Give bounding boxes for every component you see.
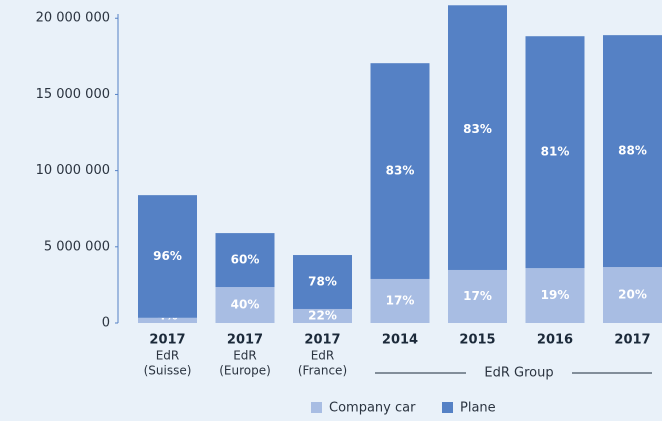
- x-sublabel: (France): [298, 364, 347, 378]
- legend-label: Company car: [329, 401, 416, 416]
- x-tick-label: 2017: [149, 333, 185, 348]
- group-label: EdR Group: [484, 366, 553, 381]
- x-tick-label: 2016: [537, 333, 573, 348]
- bar-segment: [525, 268, 585, 323]
- share-label: 22%: [308, 309, 337, 323]
- bar-segment: [448, 269, 507, 323]
- x-sublabel: EdR: [233, 349, 257, 363]
- bar-segment: [370, 63, 430, 279]
- x-sublabel: (Europe): [219, 364, 271, 378]
- bar-segment: [603, 35, 662, 268]
- y-tick-label: 10 000 000: [36, 163, 110, 178]
- y-tick-label: 0: [102, 316, 110, 331]
- x-sublabel: EdR: [156, 349, 180, 363]
- share-label: 96%: [153, 249, 182, 263]
- x-tick-label: 2017: [614, 333, 650, 348]
- share-label: 81%: [541, 145, 570, 159]
- x-sublabel: EdR: [311, 349, 335, 363]
- bar-segment: [603, 267, 662, 323]
- bar-segment: [293, 308, 352, 323]
- bar-segment: [525, 36, 585, 269]
- bar-segment: [370, 278, 430, 323]
- y-tick-label: 20 000 000: [36, 11, 110, 26]
- y-tick-label: 15 000 000: [36, 87, 110, 102]
- bar-segment: [138, 317, 197, 323]
- share-label: 60%: [231, 253, 260, 267]
- bar-segment: [215, 233, 275, 288]
- bar-segment: [215, 287, 275, 323]
- share-label: 40%: [231, 298, 260, 312]
- share-label: 17%: [386, 293, 415, 307]
- x-tick-label: 2014: [382, 333, 418, 348]
- x-tick-label: 2017: [304, 333, 340, 348]
- x-sublabel: (Suisse): [144, 364, 192, 378]
- x-tick-label: 2017: [227, 333, 263, 348]
- legend-label: Plane: [460, 401, 496, 416]
- legend-swatch: [442, 402, 453, 413]
- share-label: 19%: [541, 288, 570, 302]
- bar-segment: [293, 255, 352, 309]
- share-label: 83%: [386, 164, 415, 178]
- x-tick-label: 2015: [459, 333, 495, 348]
- bar-segment: [448, 5, 507, 270]
- y-tick-label: 5 000 000: [44, 239, 110, 254]
- legend-swatch: [311, 402, 322, 413]
- share-label: 83%: [463, 122, 492, 136]
- share-label: 88%: [618, 144, 647, 158]
- share-label: 17%: [463, 289, 492, 303]
- bar-segment: [138, 195, 197, 318]
- share-label: 78%: [308, 275, 337, 289]
- share-label: 20%: [618, 288, 647, 302]
